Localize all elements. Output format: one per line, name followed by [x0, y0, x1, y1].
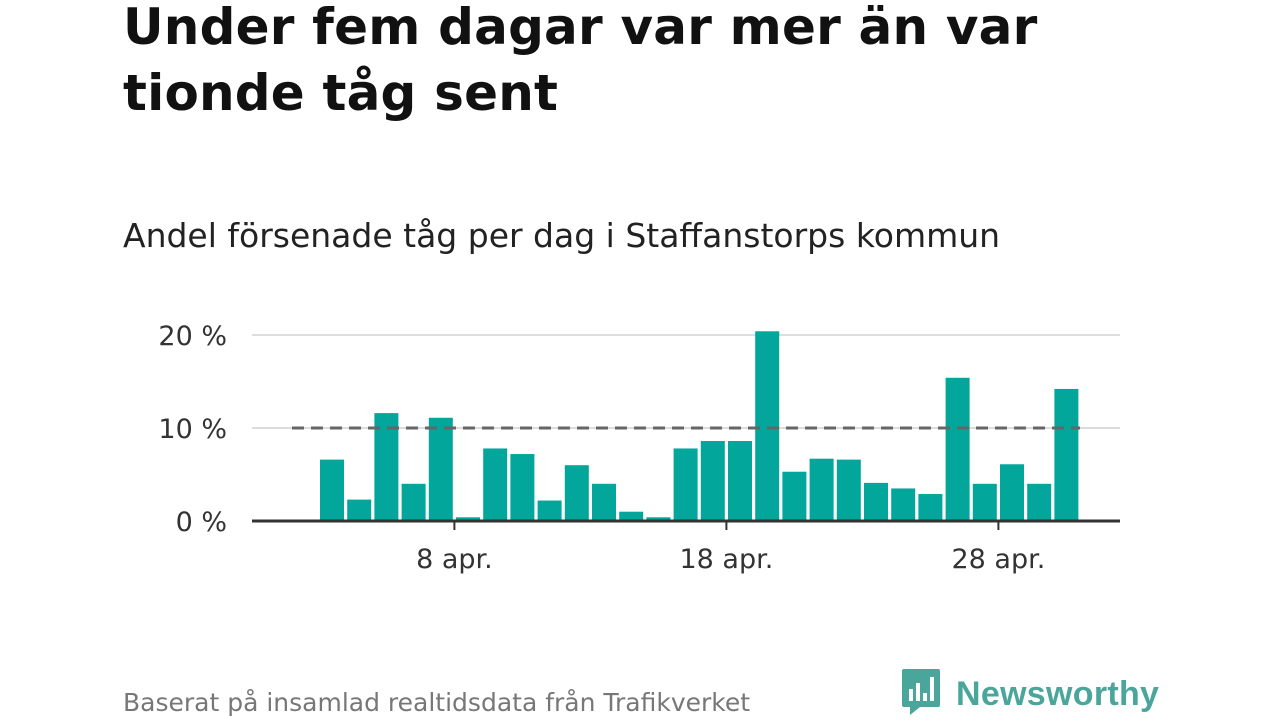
- page-title: Under fem dagar var mer än var tionde tå…: [123, 0, 1038, 122]
- bar: [374, 413, 399, 521]
- x-tick-label: 28 apr.: [951, 544, 1045, 575]
- bar: [347, 499, 372, 521]
- bar: [864, 482, 888, 521]
- bar: [945, 377, 970, 521]
- y-tick-label: 0 %: [176, 507, 227, 538]
- bar: [836, 459, 861, 521]
- x-tick-label: 8 apr.: [416, 544, 493, 575]
- bar: [755, 331, 780, 521]
- axis-layer: 0 % 10 % 20 % 8 apr. 18 apr. 28 apr.: [158, 321, 1120, 575]
- bar: [646, 517, 671, 521]
- x-tick-label: 18 apr.: [679, 544, 773, 575]
- bar: [1054, 388, 1079, 521]
- bar: [728, 441, 752, 521]
- newsworthy-logo-icon: [900, 667, 942, 721]
- bar: [809, 458, 834, 521]
- bar: [1000, 464, 1024, 521]
- bar: [401, 483, 426, 521]
- bar: [972, 483, 997, 521]
- bar-chart: 0 % 10 % 20 % 8 apr. 18 apr. 28 apr.: [158, 321, 1120, 575]
- bar: [537, 500, 562, 521]
- bar: [700, 441, 725, 521]
- y-tick-label: 20 %: [158, 321, 227, 352]
- bar: [592, 483, 616, 521]
- bar: [918, 494, 943, 521]
- bar: [510, 454, 535, 521]
- bar: [428, 417, 453, 521]
- bar: [619, 511, 644, 521]
- bar: [673, 448, 698, 521]
- bar: [483, 448, 508, 521]
- bar: [891, 488, 916, 521]
- bar: [456, 517, 480, 521]
- brand-name: Newsworthy: [956, 674, 1160, 713]
- bar-layer: [320, 331, 1079, 521]
- bar: [1027, 483, 1052, 521]
- chart-subtitle: Andel försenade tåg per dag i Staffansto…: [123, 216, 1001, 255]
- y-tick-label: 10 %: [158, 414, 227, 445]
- bar: [564, 465, 589, 521]
- bar: [320, 459, 344, 521]
- brand[interactable]: Newsworthy: [900, 668, 1159, 720]
- bar: [782, 471, 807, 521]
- source-note: Baserat på insamlad realtidsdata från Tr…: [123, 688, 751, 717]
